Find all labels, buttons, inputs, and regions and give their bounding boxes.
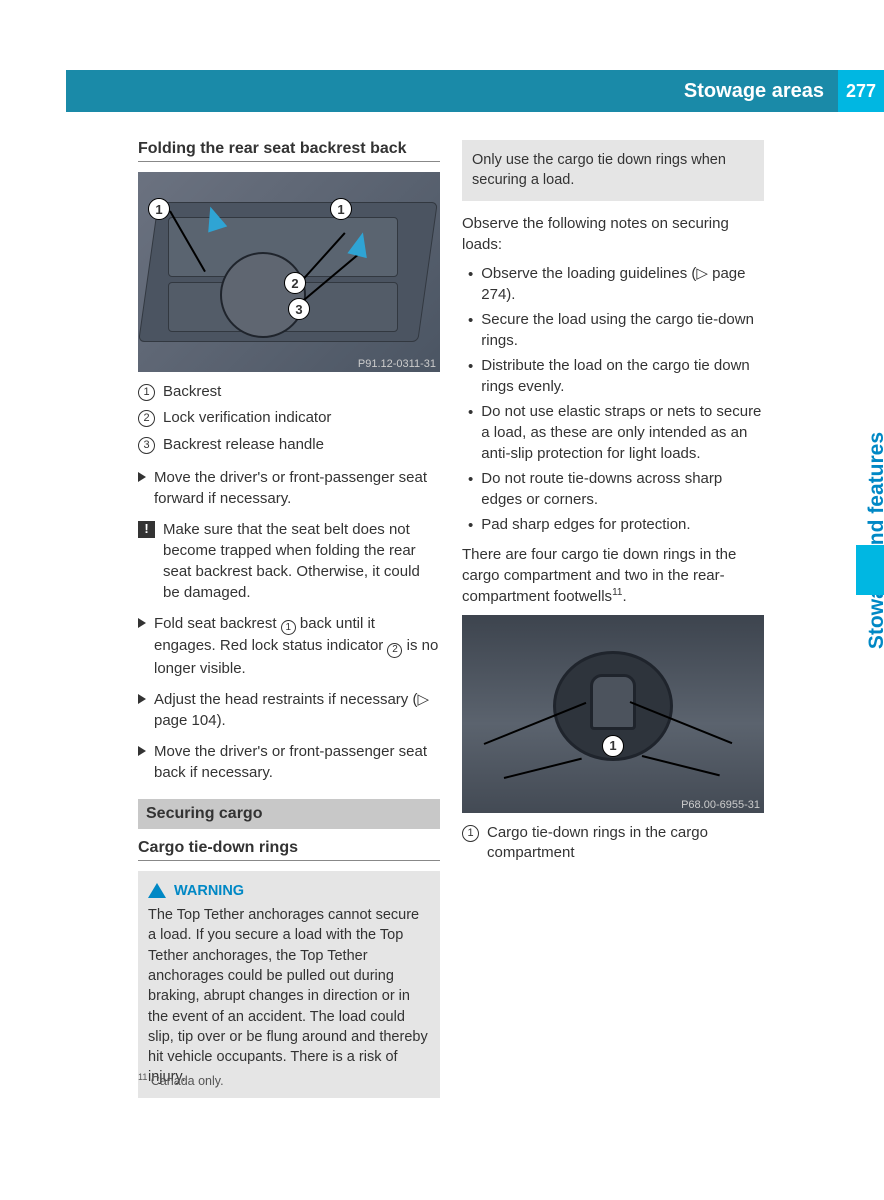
legend-3-text: Backrest release handle — [163, 435, 324, 455]
legend-2-text: Lock verification indicator — [163, 408, 331, 428]
warning-triangle-icon — [148, 883, 166, 898]
legend-1: 1 Backrest — [138, 382, 440, 402]
legend-cargo-1-text: Cargo tie-down rings in the cargo compar… — [487, 823, 764, 864]
intro-text: Observe the following notes on securing … — [462, 213, 764, 255]
header-bar: Stowage areas 277 — [66, 70, 884, 112]
bullet-4: •Do not use elastic straps or nets to se… — [468, 401, 764, 464]
legend-3: 3 Backrest release handle — [138, 435, 440, 455]
footnote: 11 Canada only. — [138, 1072, 224, 1088]
content-area: Folding the rear seat backrest back 1 1 … — [138, 140, 763, 1098]
bullet-list: •Observe the loading guidelines (▷ page … — [462, 263, 764, 536]
legend-2: 2 Lock verification indicator — [138, 408, 440, 428]
dot-icon: • — [468, 356, 473, 397]
figure-seat-backrest: 1 1 2 3 P91.12-0311-31 — [138, 172, 440, 372]
bullet-6: •Pad sharp edges for protection. — [468, 514, 764, 536]
side-tab-label: Stowage and features — [865, 432, 884, 649]
note-seatbelt: ! Make sure that the seat belt does not … — [138, 519, 440, 603]
step-4-text: Move the driver's or front-passenger sea… — [154, 741, 440, 783]
heading-tiedown-rings: Cargo tie-down rings — [138, 839, 440, 861]
warning-body: The Top Tether anchorages cannot secure … — [148, 905, 430, 1088]
figure-id-2: P68.00-6955-31 — [681, 799, 760, 811]
bullet-2: •Secure the load using the cargo tie-dow… — [468, 309, 764, 351]
warning-title: WARNING — [174, 881, 244, 901]
figure-id: P91.12-0311-31 — [358, 358, 436, 370]
warning-header: WARNING — [148, 881, 430, 901]
right-column: Only use the cargo tie down rings when s… — [462, 140, 764, 1098]
info-box-tiedown: Only use the cargo tie down rings when s… — [462, 140, 764, 201]
step-1: Move the driver's or front-passenger sea… — [138, 467, 440, 509]
caution-icon: ! — [138, 521, 155, 538]
step-2-text: Fold seat backrest 1 back until it engag… — [154, 613, 440, 679]
triangle-bullet-icon — [138, 746, 146, 756]
bullet-1: •Observe the loading guidelines (▷ page … — [468, 263, 764, 305]
figure-cargo-rings: 1 P68.00-6955-31 — [462, 615, 764, 813]
legend-1-text: Backrest — [163, 382, 221, 402]
heading-securing-cargo: Securing cargo — [138, 799, 440, 829]
heading-fold-backrest: Folding the rear seat backrest back — [138, 140, 440, 162]
circle-2-icon: 2 — [138, 410, 155, 427]
circle-3-icon: 3 — [138, 437, 155, 454]
note-text: Make sure that the seat belt does not be… — [163, 519, 440, 603]
circle-1-icon: 1 — [462, 825, 479, 842]
warning-box: WARNING The Top Tether anchorages cannot… — [138, 871, 440, 1098]
side-tab-marker — [856, 545, 884, 595]
step-1-text: Move the driver's or front-passenger sea… — [154, 467, 440, 509]
circle-1-icon: 1 — [138, 384, 155, 401]
step-3-text: Adjust the head restraints if necessary … — [154, 689, 440, 731]
dot-icon: • — [468, 515, 473, 536]
legend-cargo-1: 1 Cargo tie-down rings in the cargo comp… — [462, 823, 764, 864]
triangle-bullet-icon — [138, 618, 146, 628]
triangle-bullet-icon — [138, 694, 146, 704]
dot-icon: • — [468, 469, 473, 510]
left-column: Folding the rear seat backrest back 1 1 … — [138, 140, 440, 1098]
dot-icon: • — [468, 402, 473, 464]
step-3: Adjust the head restraints if necessary … — [138, 689, 440, 731]
triangle-bullet-icon — [138, 472, 146, 482]
cargo-rings-count: There are four cargo tie down rings in t… — [462, 544, 764, 607]
bullet-5: •Do not route tie-downs across sharp edg… — [468, 468, 764, 510]
step-4: Move the driver's or front-passenger sea… — [138, 741, 440, 783]
dot-icon: • — [468, 264, 473, 305]
bullet-3: •Distribute the load on the cargo tie do… — [468, 355, 764, 397]
step-2: Fold seat backrest 1 back until it engag… — [138, 613, 440, 679]
section-title: Stowage areas — [66, 70, 838, 112]
page-number: 277 — [838, 70, 884, 112]
dot-icon: • — [468, 310, 473, 351]
